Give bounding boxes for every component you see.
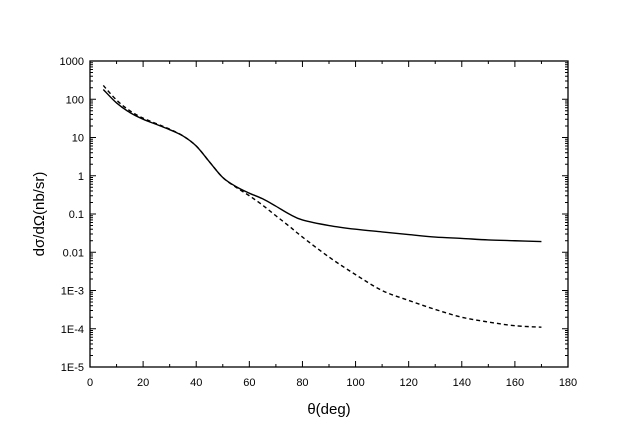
x-tick-label: 0 xyxy=(87,377,93,389)
plot-frame xyxy=(89,60,569,368)
series-line-dashed xyxy=(102,84,542,328)
y-tick-label: 0.01 xyxy=(63,247,84,259)
x-axis-label: θ(deg) xyxy=(307,401,350,418)
y-tick-label: 1E-5 xyxy=(61,362,84,374)
y-tick-label: 1 xyxy=(78,171,84,183)
x-tick-label: 140 xyxy=(453,377,471,389)
series-group xyxy=(102,84,542,328)
x-tick-label: 80 xyxy=(296,377,308,389)
y-tick-label: 0.1 xyxy=(69,209,84,221)
y-tick-label: 1E-3 xyxy=(61,286,84,298)
x-tick-label: 100 xyxy=(346,377,364,389)
y-tick-label: 1E-4 xyxy=(61,324,84,336)
x-tick-label: 180 xyxy=(559,377,577,389)
x-tick-label: 20 xyxy=(137,377,149,389)
x-tick-label: 120 xyxy=(399,377,417,389)
x-tick-label: 60 xyxy=(243,377,255,389)
axis-ticks xyxy=(89,60,569,368)
y-tick-label: 10 xyxy=(72,133,84,145)
series-line-solid xyxy=(102,88,542,243)
y-tick-label: 100 xyxy=(66,94,84,106)
y-tick-label: 1000 xyxy=(60,56,84,68)
tick-labels: 0 20 40 60 80 100 120 140 160 180 1000 100 10 1 0.1 0.0… xyxy=(60,56,578,389)
y-axis-label: dσ/dΩ(nb/sr) xyxy=(31,172,48,257)
x-tick-label: 40 xyxy=(190,377,202,389)
x-tick-label: 160 xyxy=(506,377,524,389)
